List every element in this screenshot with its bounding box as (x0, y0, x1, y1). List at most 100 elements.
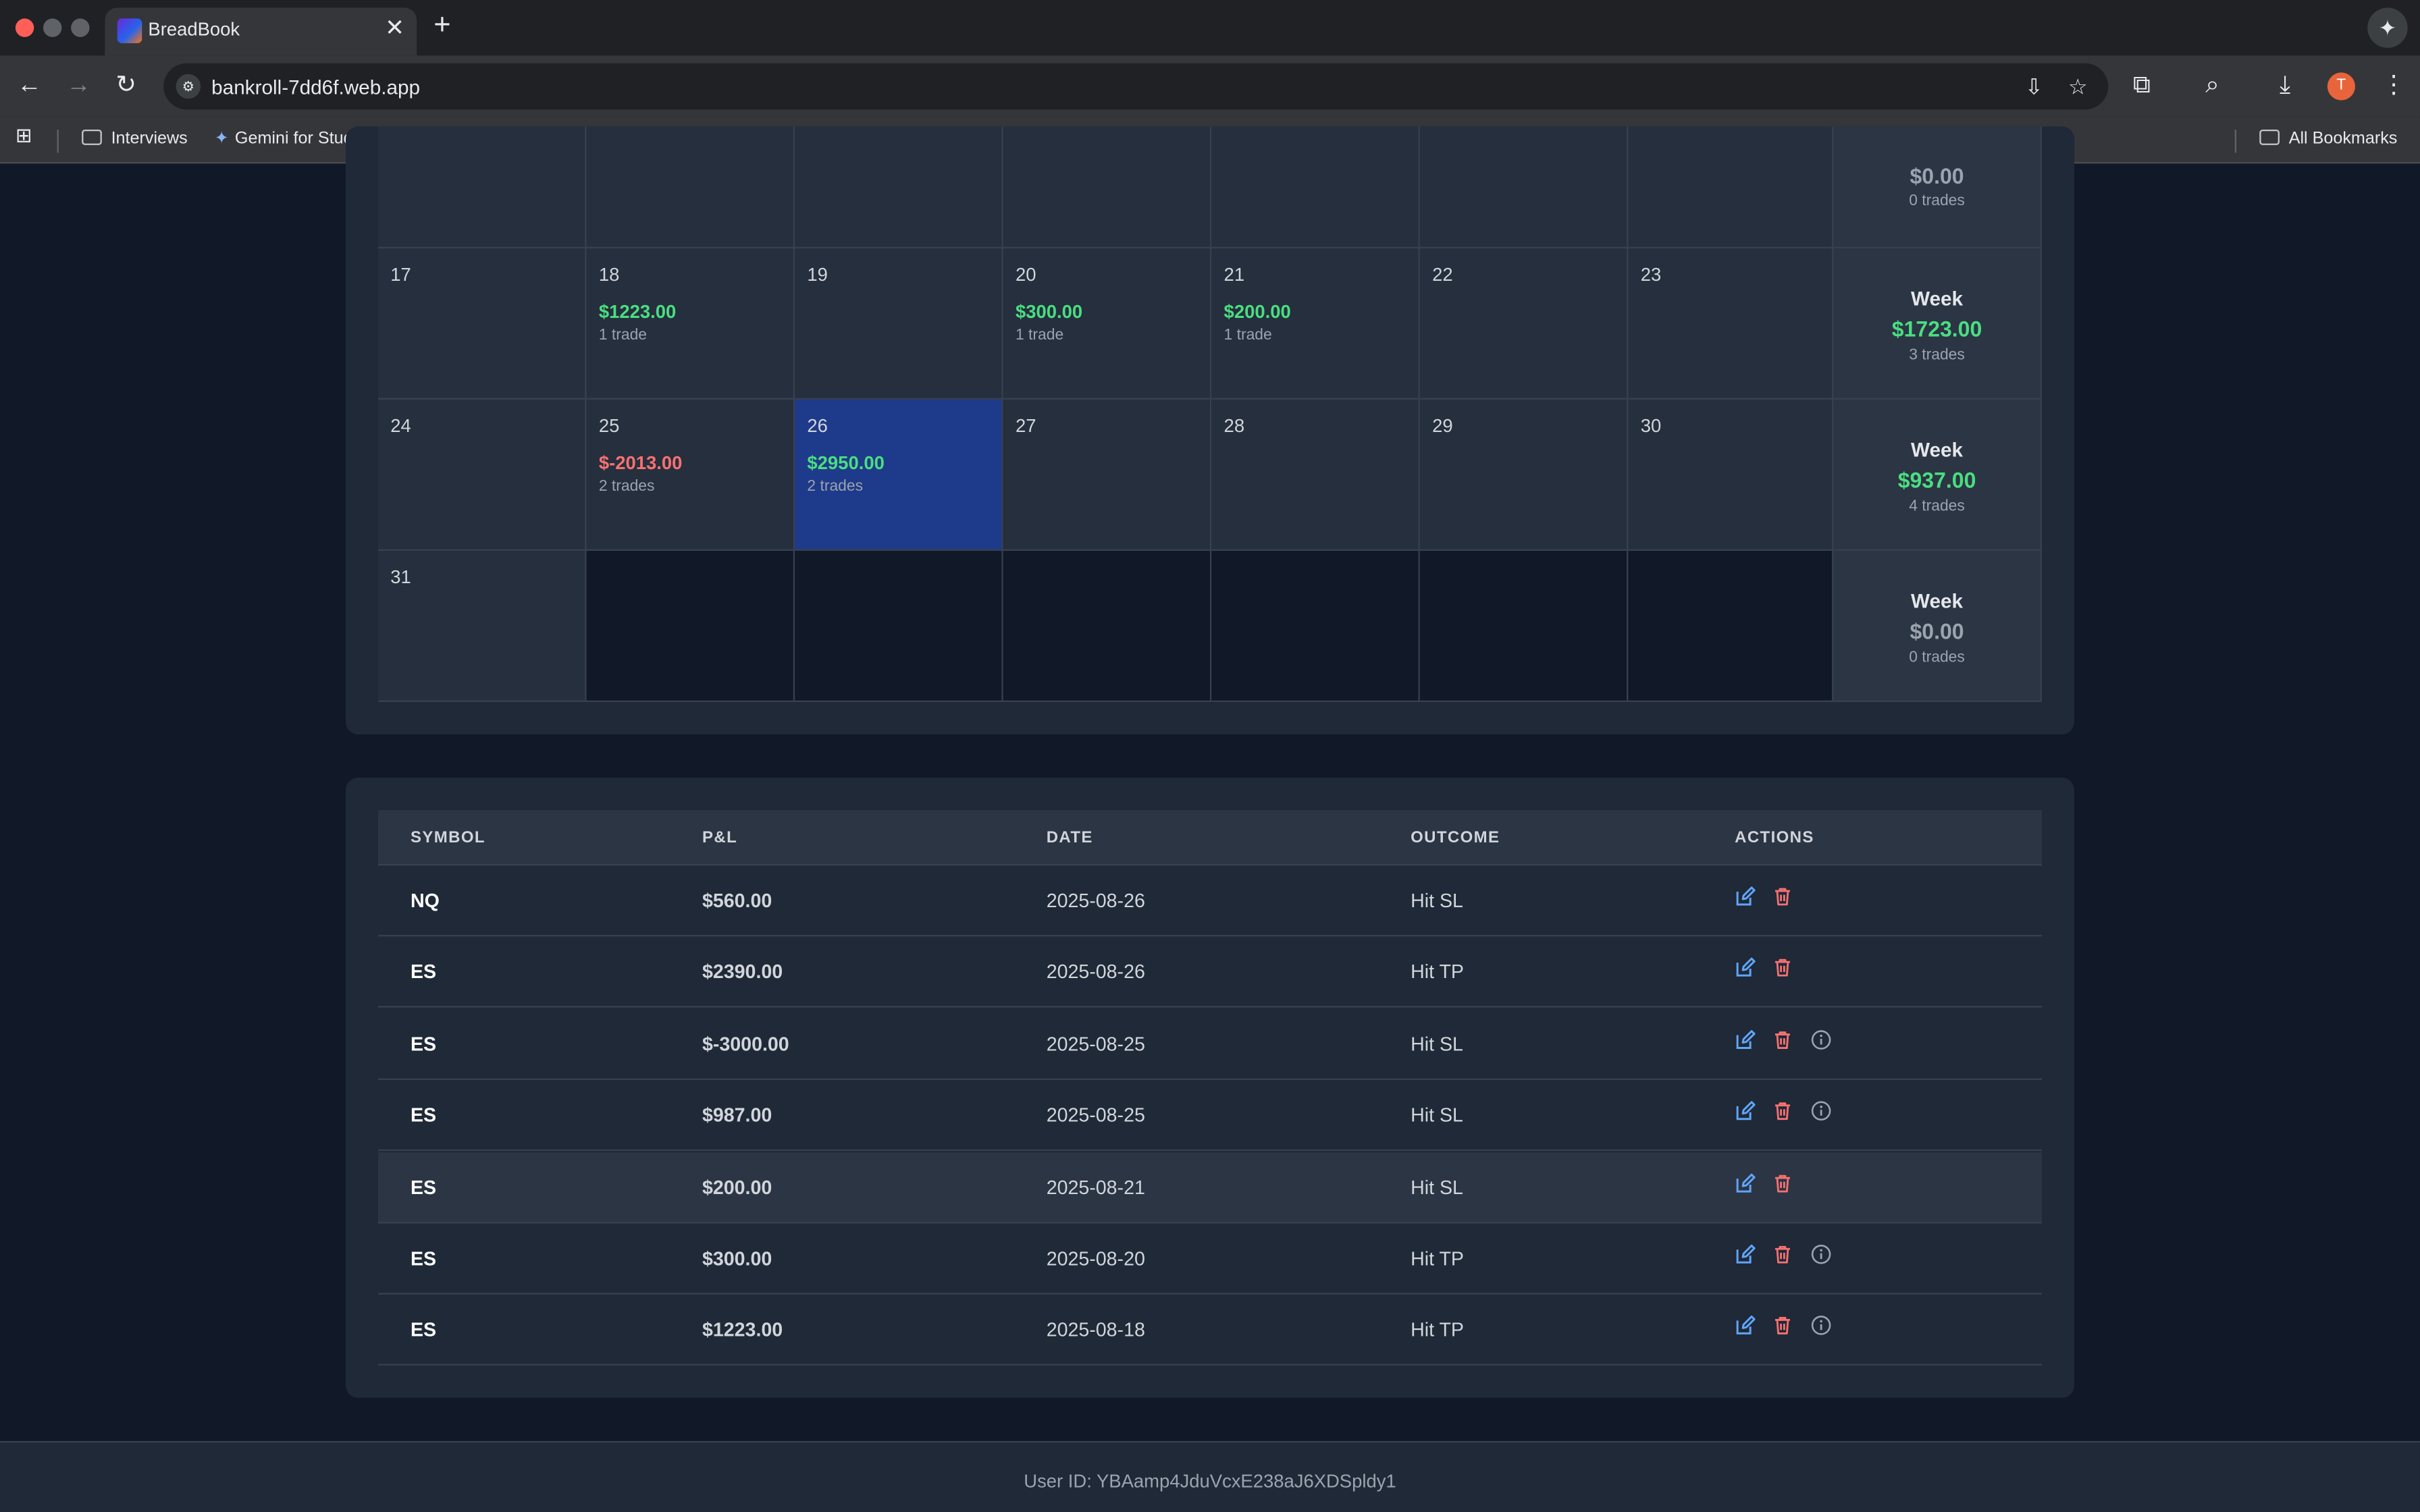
info-icon[interactable] (1810, 1243, 1835, 1268)
calendar-day-cell[interactable]: 18 $1223.00 1 trade (586, 248, 795, 400)
delete-icon[interactable] (1772, 1172, 1797, 1197)
tab-search-icon[interactable]: ⌕ (2205, 72, 2219, 99)
week-label: Week (1910, 589, 1964, 613)
tab-close-icon[interactable]: ✕ (385, 15, 404, 42)
edit-icon[interactable] (1735, 1315, 1760, 1340)
calendar-day-cell[interactable]: 23 (1628, 248, 1834, 400)
calendar-day-cell[interactable]: 26 $2950.00 2 trades (795, 399, 1003, 551)
edit-icon[interactable] (1735, 1100, 1760, 1125)
edit-icon[interactable] (1735, 1172, 1760, 1197)
edit-icon[interactable] (1735, 1029, 1760, 1054)
calendar-day-cell[interactable] (1628, 126, 1834, 248)
day-trade-count: 2 trades (807, 478, 864, 495)
trade-outcome: Hit SL (1411, 1177, 1463, 1199)
browser-tab-active[interactable]: BreadBook ✕ (105, 7, 417, 56)
edit-icon[interactable] (1735, 886, 1760, 911)
week-trade-count: 4 trades (1909, 498, 1965, 516)
calendar-day-cell[interactable]: 29 (1419, 399, 1629, 551)
week-pnl: $0.00 (1910, 163, 1964, 188)
calendar-day-cell[interactable]: 28 (1211, 399, 1420, 551)
trade-pnl: $300.00 (702, 1248, 772, 1270)
calendar-day-cell[interactable] (1211, 126, 1420, 248)
calendar-day-cell[interactable] (1003, 126, 1212, 248)
bookmark-interviews[interactable]: Interviews (82, 128, 188, 150)
calendar-day-cell[interactable]: 22 (1419, 248, 1629, 400)
window-close-button[interactable] (15, 18, 34, 37)
table-row[interactable]: ES $200.00 2025-08-21 Hit SL (377, 1152, 2042, 1223)
calendar-day-cell[interactable]: 20 $300.00 1 trade (1003, 248, 1212, 400)
downloads-icon[interactable]: ⤓ (2279, 72, 2291, 99)
table-row[interactable]: ES $2390.00 2025-08-26 Hit TP (377, 937, 2042, 1008)
gemini-sparkle-icon[interactable]: ✦ (2367, 7, 2408, 48)
delete-icon[interactable] (1772, 1315, 1797, 1340)
day-pnl: $1223.00 (598, 300, 677, 323)
calendar-day-cell[interactable]: 31 (377, 550, 587, 702)
table-row[interactable]: ES $1223.00 2025-08-18 Hit TP (377, 1295, 2042, 1366)
table-header: SYMBOL P&L DATE OUTCOME ACTIONS (377, 809, 2042, 866)
gemini-icon: ✦ (214, 129, 229, 148)
trade-pnl: $1223.00 (702, 1320, 783, 1342)
trade-outcome: Hit SL (1411, 1104, 1463, 1127)
calendar-day-cell[interactable]: 30 (1628, 399, 1834, 551)
back-arrow-icon[interactable]: ← (17, 72, 42, 99)
calendar-empty-cell (1003, 550, 1212, 702)
new-tab-button[interactable]: + (433, 9, 451, 42)
window-zoom-button[interactable] (71, 18, 90, 37)
delete-icon[interactable] (1772, 886, 1797, 911)
url-text[interactable]: bankroll-7dd6f.web.app (211, 75, 421, 99)
calendar-day-cell[interactable]: 25 $-2013.00 2 trades (586, 399, 795, 551)
info-icon[interactable] (1810, 1029, 1835, 1054)
calendar-day-cell[interactable]: 27 (1003, 399, 1212, 551)
edit-icon[interactable] (1735, 957, 1760, 982)
trade-pnl: $987.00 (702, 1104, 772, 1127)
forward-arrow-icon[interactable]: → (66, 72, 91, 99)
table-row[interactable]: NQ $560.00 2025-08-26 Hit SL (377, 865, 2042, 937)
table-row[interactable]: ES $-3000.00 2025-08-25 Hit SL (377, 1008, 2042, 1080)
site-settings-icon[interactable]: ⚙ (176, 74, 201, 99)
delete-icon[interactable] (1772, 957, 1797, 982)
calendar-day-cell[interactable]: 17 (377, 248, 587, 400)
apps-grid-icon[interactable]: ⊞ (15, 123, 32, 147)
table-row[interactable]: ES $300.00 2025-08-20 Hit TP (377, 1224, 2042, 1295)
calendar-day-cell[interactable]: 21 $200.00 1 trade (1211, 248, 1420, 400)
all-bookmarks-button[interactable]: All Bookmarks (2259, 128, 2397, 150)
table-row[interactable]: ES $987.00 2025-08-25 Hit SL (377, 1080, 2042, 1152)
window-minimize-button[interactable] (43, 18, 62, 37)
day-number: 28 (1224, 414, 1245, 437)
delete-icon[interactable] (1772, 1243, 1797, 1268)
tab-title: BreadBook (148, 18, 240, 40)
calendar-day-cell[interactable]: 24 (377, 399, 587, 551)
trade-pnl: $200.00 (702, 1177, 772, 1199)
trade-date: 2025-08-26 (1046, 961, 1145, 983)
info-icon[interactable] (1810, 1100, 1835, 1125)
calendar-day-cell[interactable] (586, 126, 795, 248)
day-pnl: $200.00 (1224, 300, 1291, 323)
profile-avatar[interactable]: T (2327, 72, 2355, 101)
calendar-day-cell[interactable] (795, 126, 1003, 248)
delete-icon[interactable] (1772, 1100, 1797, 1125)
extensions-puzzle-icon[interactable]: ⧉ (2132, 72, 2151, 99)
calendar-day-cell[interactable]: 19 (795, 248, 1003, 400)
week-trade-count: 0 trades (1909, 192, 1965, 210)
reload-icon[interactable]: ↻ (115, 72, 137, 99)
trade-outcome: Hit TP (1411, 1320, 1464, 1342)
calendar-day-cell[interactable] (1419, 126, 1629, 248)
info-icon[interactable] (1810, 1315, 1835, 1340)
user-id-text: User ID: YBAamp4JduVcxE238aJ6XDSpldy1 (1024, 1470, 1396, 1492)
trade-date: 2025-08-25 (1046, 1104, 1145, 1127)
edit-icon[interactable] (1735, 1243, 1760, 1268)
day-pnl: $300.00 (1015, 300, 1083, 323)
week-pnl: $937.00 (1897, 467, 1976, 493)
address-bar[interactable]: ⚙ bankroll-7dd6f.web.app ⇩ ☆ (163, 63, 2109, 110)
trade-symbol: ES (410, 1320, 437, 1342)
menu-kebab-icon[interactable]: ⋮ (2381, 72, 2406, 99)
week-trade-count: 0 trades (1909, 649, 1965, 667)
install-app-icon[interactable]: ⇩ (2024, 74, 2043, 99)
calendar-day-cell[interactable] (377, 126, 587, 248)
day-number: 24 (390, 414, 411, 437)
delete-icon[interactable] (1772, 1029, 1797, 1054)
bookmark-star-icon[interactable]: ☆ (2068, 74, 2088, 99)
browser-toolbar: ← → ↻ ⚙ bankroll-7dd6f.web.app ⇩ ☆ ⧉ ⌕ ⤓… (0, 55, 2420, 117)
week-summary-cell: $0.00 0 trades (1833, 126, 2042, 248)
bookmark-interviews-label: Interviews (111, 129, 188, 148)
